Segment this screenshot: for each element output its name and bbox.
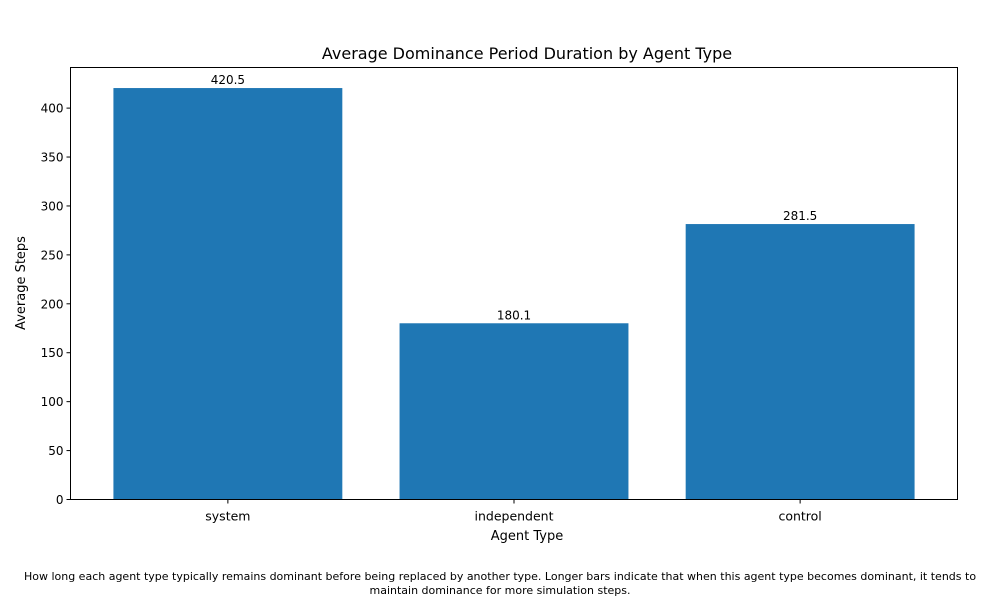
x-tick-label: control [778, 509, 821, 524]
chart-title: Average Dominance Period Duration by Age… [322, 44, 732, 63]
x-axis: system independent control [205, 499, 822, 524]
y-tick-label: 150 [41, 346, 64, 360]
y-tick-label: 0 [56, 493, 64, 507]
y-axis-label: Average Steps [14, 236, 29, 330]
bar-independent [399, 323, 629, 500]
x-tick-label: system [205, 509, 250, 524]
y-tick-label: 350 [41, 151, 64, 165]
y-axis: 0 50 100 150 200 250 300 350 400 [41, 102, 71, 507]
y-tick-label: 200 [41, 297, 64, 311]
bar-value-label: 281.5 [783, 209, 817, 223]
y-tick-label: 50 [48, 444, 63, 458]
plot-frame [70, 67, 958, 500]
bar-control [685, 224, 915, 500]
bar-value-label: 420.5 [211, 73, 245, 87]
bar-value-label: 180.1 [497, 308, 531, 322]
y-tick-label: 250 [41, 248, 64, 262]
y-tick-label: 300 [41, 199, 64, 213]
bars [113, 88, 915, 500]
y-tick-label: 400 [41, 102, 64, 116]
x-axis-label: Agent Type [491, 529, 563, 544]
y-tick-label: 100 [41, 395, 64, 409]
x-tick-label: independent [474, 509, 553, 524]
chart-caption: How long each agent type typically remai… [23, 570, 977, 597]
bar-system [113, 88, 343, 500]
bar-value-labels: 420.5 180.1 281.5 [211, 73, 818, 322]
